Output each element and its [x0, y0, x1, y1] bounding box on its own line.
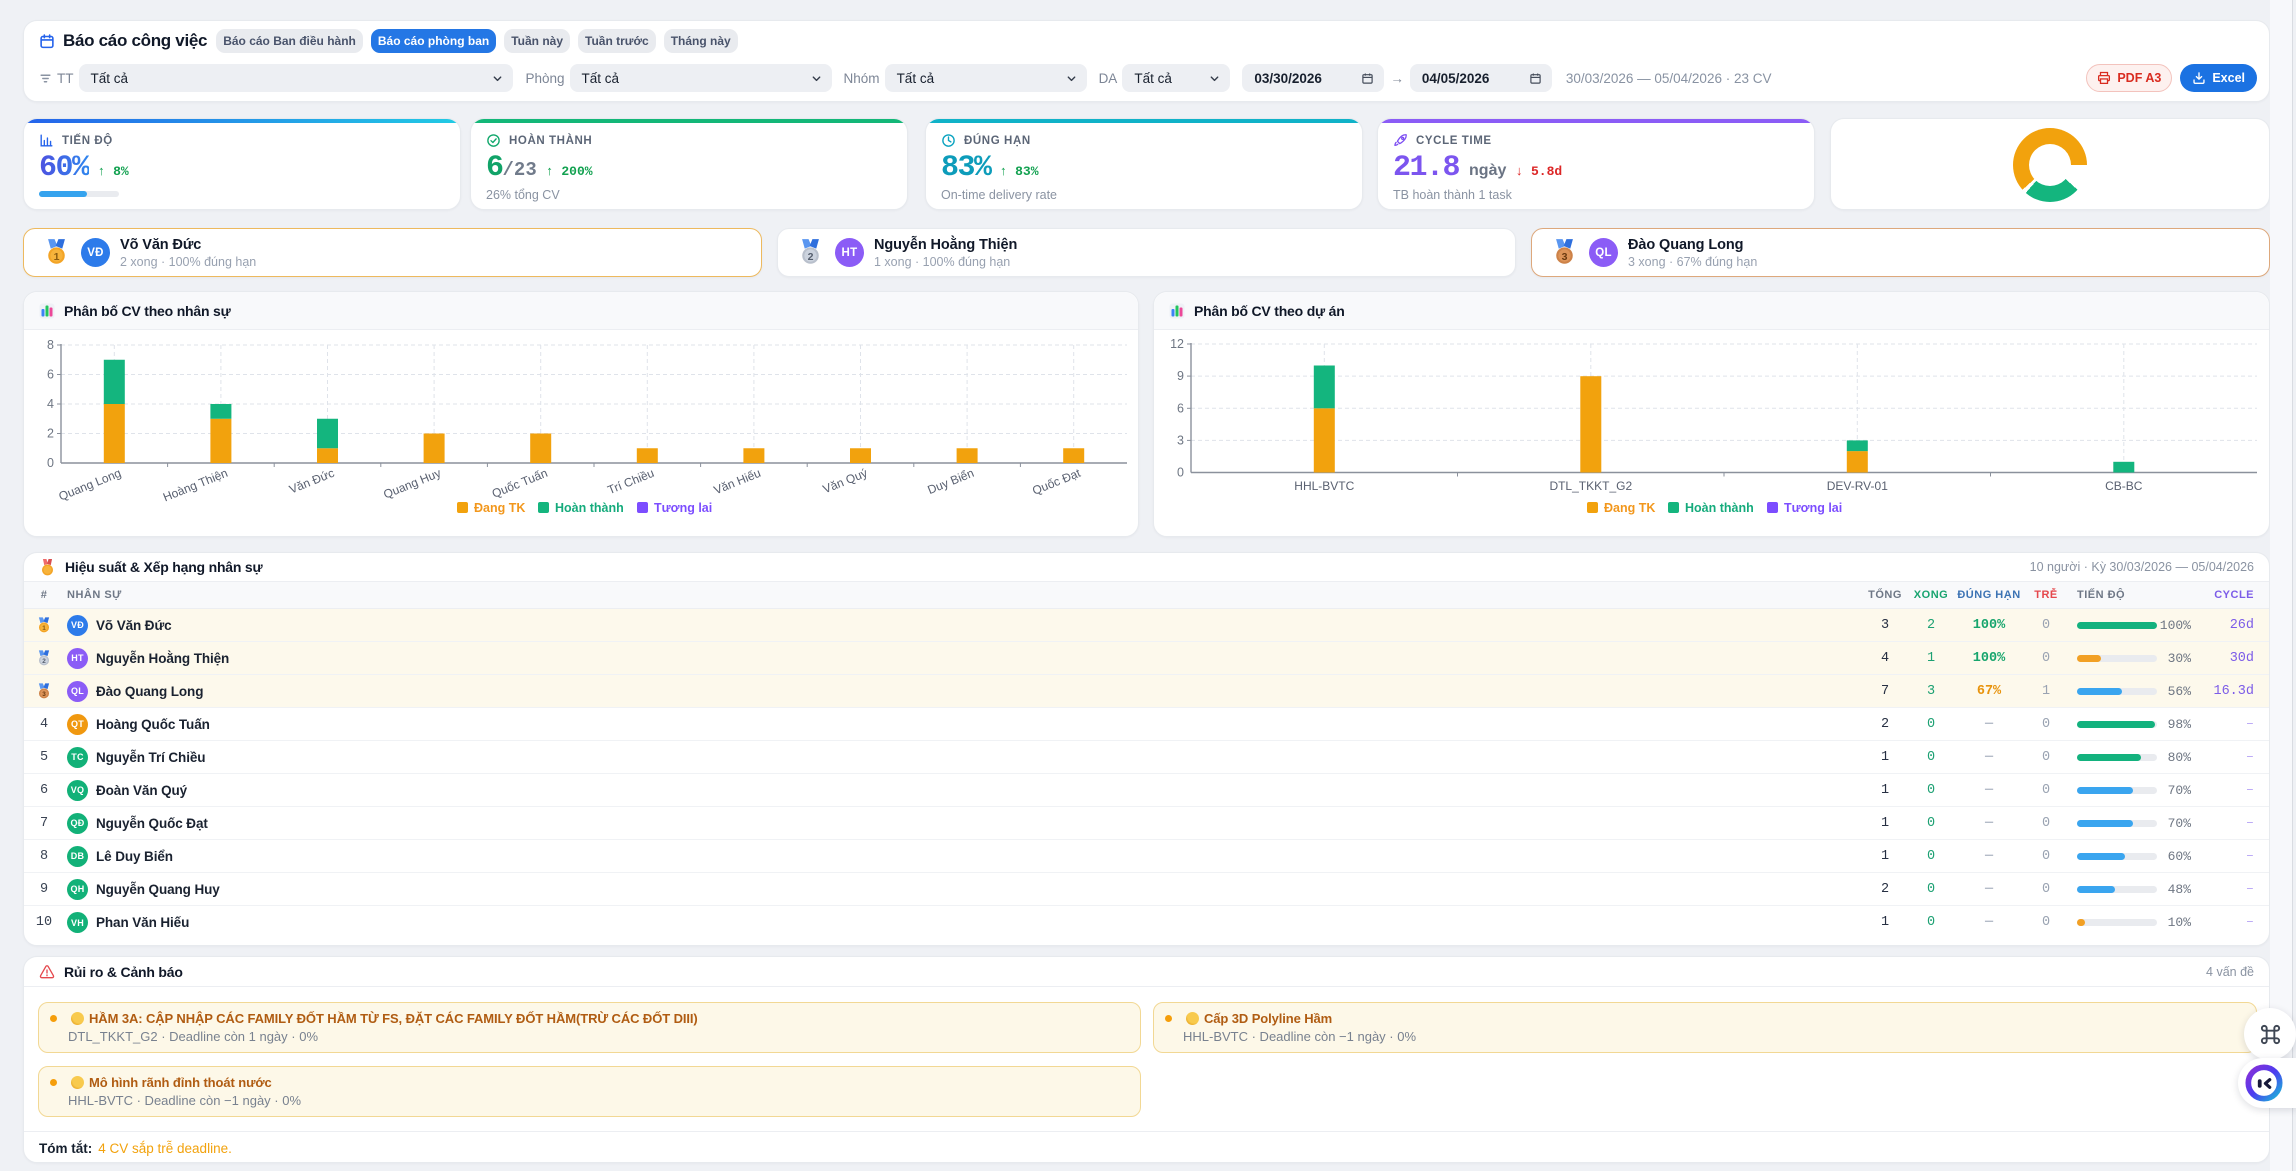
svg-text:DEV-RV-01: DEV-RV-01 — [1827, 479, 1888, 493]
svg-text:HHL-BVTC: HHL-BVTC — [1294, 479, 1354, 493]
svg-text:Hoàn thành: Hoàn thành — [1685, 501, 1754, 515]
svg-text:Quang Long: Quang Long — [57, 466, 123, 504]
svg-text:4: 4 — [47, 397, 54, 411]
svg-text:Quốc Tuấn: Quốc Tuấn — [490, 466, 550, 501]
svg-text:6: 6 — [1177, 401, 1184, 415]
svg-text:0: 0 — [1177, 466, 1184, 480]
svg-text:2: 2 — [42, 657, 46, 664]
svg-text:Văn Đức: Văn Đức — [287, 466, 336, 497]
svg-text:12: 12 — [1170, 337, 1184, 351]
svg-text:DTL_TKKT_G2: DTL_TKKT_G2 — [1549, 479, 1632, 493]
svg-text:Đang TK: Đang TK — [1604, 501, 1655, 515]
svg-text:Tương lai: Tương lai — [654, 501, 712, 515]
svg-text:1: 1 — [54, 251, 60, 263]
svg-text:Trí Chiều: Trí Chiều — [606, 466, 657, 497]
svg-text:Hoàn thành: Hoàn thành — [555, 501, 624, 515]
svg-text:Quốc Đạt: Quốc Đạt — [1030, 466, 1083, 498]
svg-text:CB-BC: CB-BC — [2105, 479, 2143, 493]
svg-text:Duy Biển: Duy Biển — [926, 466, 976, 497]
svg-text:9: 9 — [1177, 369, 1184, 383]
svg-text:Quang Huy: Quang Huy — [381, 466, 443, 502]
svg-text:2: 2 — [808, 251, 814, 263]
svg-text:3: 3 — [1562, 251, 1568, 263]
svg-text:3: 3 — [42, 690, 46, 697]
svg-text:2: 2 — [47, 427, 54, 441]
svg-text:Hoàng Thiện: Hoàng Thiện — [161, 466, 230, 505]
svg-text:3: 3 — [1177, 433, 1184, 447]
svg-text:6: 6 — [47, 368, 54, 382]
svg-text:Văn Hiếu: Văn Hiếu — [712, 466, 763, 497]
svg-text:Văn Quý: Văn Quý — [821, 466, 870, 496]
svg-text:Tương lai: Tương lai — [1784, 501, 1842, 515]
svg-text:1: 1 — [42, 624, 46, 631]
svg-text:8: 8 — [47, 338, 54, 352]
svg-text:0: 0 — [47, 456, 54, 470]
svg-text:Đang TK: Đang TK — [474, 501, 525, 515]
